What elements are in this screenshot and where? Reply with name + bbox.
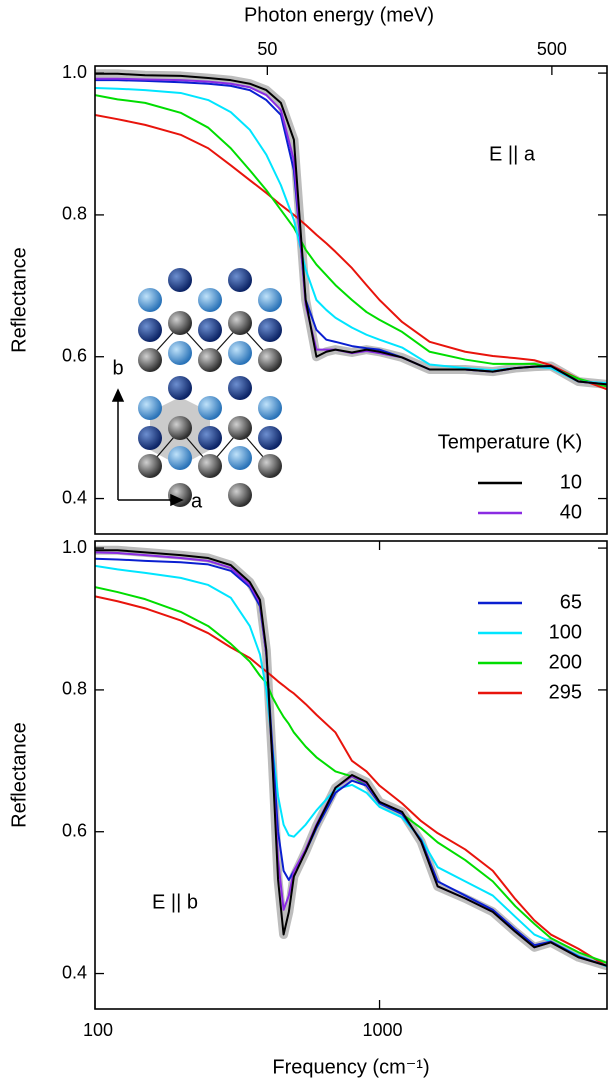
- x-tick-label: 1000: [363, 1020, 403, 1040]
- annotation: E || b: [152, 891, 198, 913]
- series-line: [95, 79, 607, 386]
- y-tick-label: 0.6: [62, 345, 87, 365]
- y-tick-label: 0.4: [62, 962, 87, 982]
- x-tick-label: 100: [83, 1020, 113, 1040]
- legend-label: 200: [549, 651, 582, 673]
- annotation: b: [112, 357, 123, 379]
- crystal-structure-inset: [111, 268, 282, 507]
- x2-tick-label: 50: [257, 39, 277, 59]
- plot-frame: [94, 540, 608, 1010]
- atoms-light: [138, 288, 282, 470]
- y-axis-label: Reflectance: [8, 722, 30, 828]
- legend-label: 100: [549, 621, 582, 643]
- annotation: E || a: [489, 143, 536, 165]
- legend-label: 295: [549, 681, 582, 703]
- legend-label: 40: [560, 501, 582, 523]
- plot-area: [95, 545, 607, 971]
- x-axis-label: Frequency (cm⁻¹): [272, 1056, 429, 1078]
- series-line: [95, 595, 607, 968]
- series-line: [95, 564, 607, 968]
- y-tick-label: 1.0: [62, 537, 87, 557]
- y-tick-label: 0.8: [62, 204, 87, 224]
- y-tick-label: 0.6: [62, 820, 87, 840]
- series-line: [95, 94, 607, 388]
- series-line: [95, 72, 607, 386]
- series-line: [95, 586, 607, 964]
- y-tick-label: 1.0: [62, 62, 87, 82]
- y-axis-label: Reflectance: [8, 247, 30, 353]
- atoms-dark: [138, 268, 282, 450]
- y-tick-label: 0.8: [62, 679, 87, 699]
- legend-title: Temperature (K): [438, 431, 583, 453]
- series-line: [95, 113, 607, 391]
- plot-frame: [94, 65, 608, 535]
- series-line: [95, 77, 607, 386]
- y-tick-label: 0.4: [62, 487, 87, 507]
- x2-axis-label: Photon energy (meV): [244, 4, 434, 26]
- legend-label: 10: [560, 471, 582, 493]
- plot-area: [95, 69, 607, 391]
- x2-tick-label: 500: [537, 39, 567, 59]
- axes-arrows: [111, 388, 184, 507]
- legend-label: 65: [560, 591, 582, 613]
- series-line: [95, 549, 607, 967]
- annotation: a: [191, 490, 203, 512]
- fit-band: [95, 69, 607, 389]
